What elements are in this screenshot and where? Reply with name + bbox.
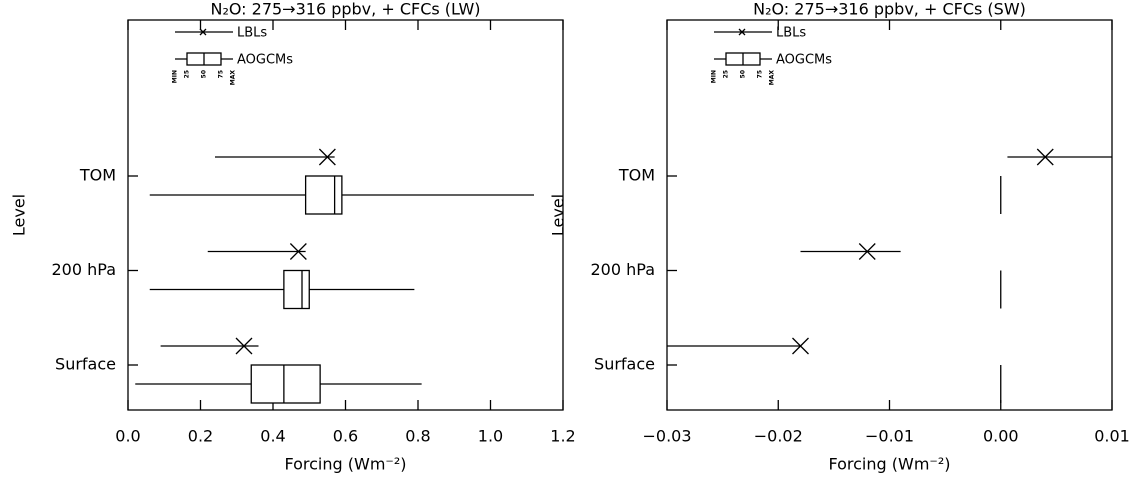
legend-scale-label: 50 xyxy=(740,70,747,78)
legend-scale-label: MIN xyxy=(711,70,718,83)
y-tick-label: 200 hPa xyxy=(591,260,656,279)
marker xyxy=(1036,148,1054,166)
box xyxy=(304,175,343,215)
x-tick-label: 0.6 xyxy=(333,427,358,446)
legend-scale-label: MAX xyxy=(230,70,237,86)
x-tick-label: 0.2 xyxy=(188,427,213,446)
legend-scale-label: 25 xyxy=(723,70,730,78)
legend-scale-label: MIN xyxy=(172,70,179,83)
legend: LBLs AOGCMs MIN 25 50 75 MAX xyxy=(172,26,294,86)
y-tick-label: Surface xyxy=(55,355,116,374)
legend-scale-label: 75 xyxy=(757,70,764,78)
chart-title: N₂O: 275→316 ppbv, + CFCs (SW) xyxy=(753,0,1026,19)
legend-scale-label: 25 xyxy=(184,70,191,78)
marker xyxy=(235,337,253,355)
x-tick-label: 1.2 xyxy=(550,427,575,446)
legend-scale-label: 75 xyxy=(218,70,225,78)
y-tick-label: Surface xyxy=(594,355,655,374)
y-tick-label: TOM xyxy=(618,166,655,185)
x-tick-label: 0.4 xyxy=(260,427,285,446)
box xyxy=(250,364,321,404)
x-tick-label: 0.8 xyxy=(405,427,430,446)
x-axis-label: Forcing (Wm⁻²) xyxy=(828,455,950,474)
legend-label: AOGCMs xyxy=(776,53,832,68)
legend: LBLs AOGCMs MIN 25 50 75 MAX xyxy=(711,26,833,86)
marker xyxy=(858,243,876,260)
plot-frame xyxy=(127,19,564,411)
x-axis-label: Forcing (Wm⁻²) xyxy=(284,455,406,474)
y-tick-label: TOM xyxy=(79,166,116,185)
x-tick-label: 0.00 xyxy=(983,427,1019,446)
box xyxy=(283,269,310,310)
x-tick-label: 0.01 xyxy=(1094,427,1130,446)
plot-frame xyxy=(666,19,1113,411)
legend-marker xyxy=(199,28,207,36)
y-axis-label: Level xyxy=(549,194,568,236)
chart-title: N₂O: 275→316 ppbv, + CFCs (LW) xyxy=(210,0,480,19)
x-tick-label: −0.01 xyxy=(865,427,914,446)
x-tick-label: −0.02 xyxy=(754,427,803,446)
x-tick-label: −0.03 xyxy=(642,427,691,446)
legend-label: LBLs xyxy=(237,26,267,41)
legend-label: AOGCMs xyxy=(237,53,293,68)
marker xyxy=(792,337,809,355)
y-axis-label: Level xyxy=(10,194,29,236)
legend-scale-label: 50 xyxy=(201,70,208,78)
x-tick-label: 1.0 xyxy=(478,427,503,446)
marker xyxy=(318,148,336,166)
legend-label: LBLs xyxy=(776,26,806,41)
x-tick-label: 0.0 xyxy=(115,427,140,446)
marker xyxy=(289,243,307,260)
legend-marker xyxy=(738,28,746,36)
legend-scale-label: MAX xyxy=(769,70,776,86)
y-tick-label: 200 hPa xyxy=(52,260,117,279)
